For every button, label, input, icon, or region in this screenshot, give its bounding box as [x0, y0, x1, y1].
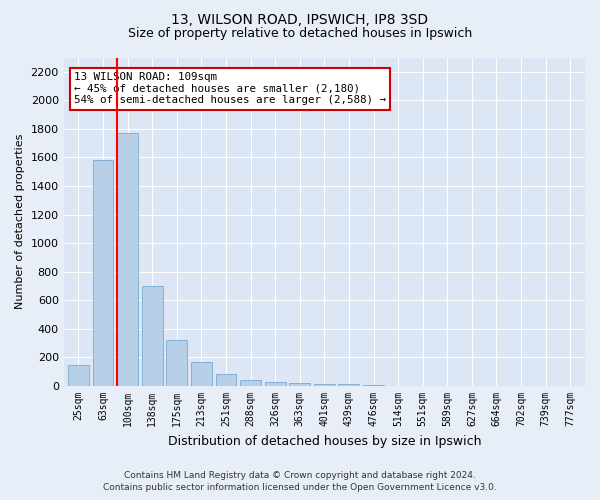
Bar	[191, 362, 212, 386]
Text: Contains HM Land Registry data © Crown copyright and database right 2024.: Contains HM Land Registry data © Crown c…	[124, 471, 476, 480]
Bar	[240, 380, 261, 386]
Bar	[142, 286, 163, 386]
Text: 13, WILSON ROAD, IPSWICH, IP8 3SD: 13, WILSON ROAD, IPSWICH, IP8 3SD	[172, 12, 428, 26]
Text: 13 WILSON ROAD: 109sqm
← 45% of detached houses are smaller (2,180)
54% of semi-: 13 WILSON ROAD: 109sqm ← 45% of detached…	[74, 72, 386, 106]
Bar	[92, 160, 113, 386]
Bar	[117, 133, 138, 386]
Bar	[215, 374, 236, 386]
Text: Contains public sector information licensed under the Open Government Licence v3: Contains public sector information licen…	[103, 484, 497, 492]
Bar	[338, 384, 359, 386]
Y-axis label: Number of detached properties: Number of detached properties	[15, 134, 25, 310]
X-axis label: Distribution of detached houses by size in Ipswich: Distribution of detached houses by size …	[167, 434, 481, 448]
Bar	[265, 382, 286, 386]
Bar	[166, 340, 187, 386]
Bar	[289, 383, 310, 386]
Bar	[314, 384, 335, 386]
Bar	[68, 364, 89, 386]
Bar	[363, 384, 384, 386]
Text: Size of property relative to detached houses in Ipswich: Size of property relative to detached ho…	[128, 28, 472, 40]
